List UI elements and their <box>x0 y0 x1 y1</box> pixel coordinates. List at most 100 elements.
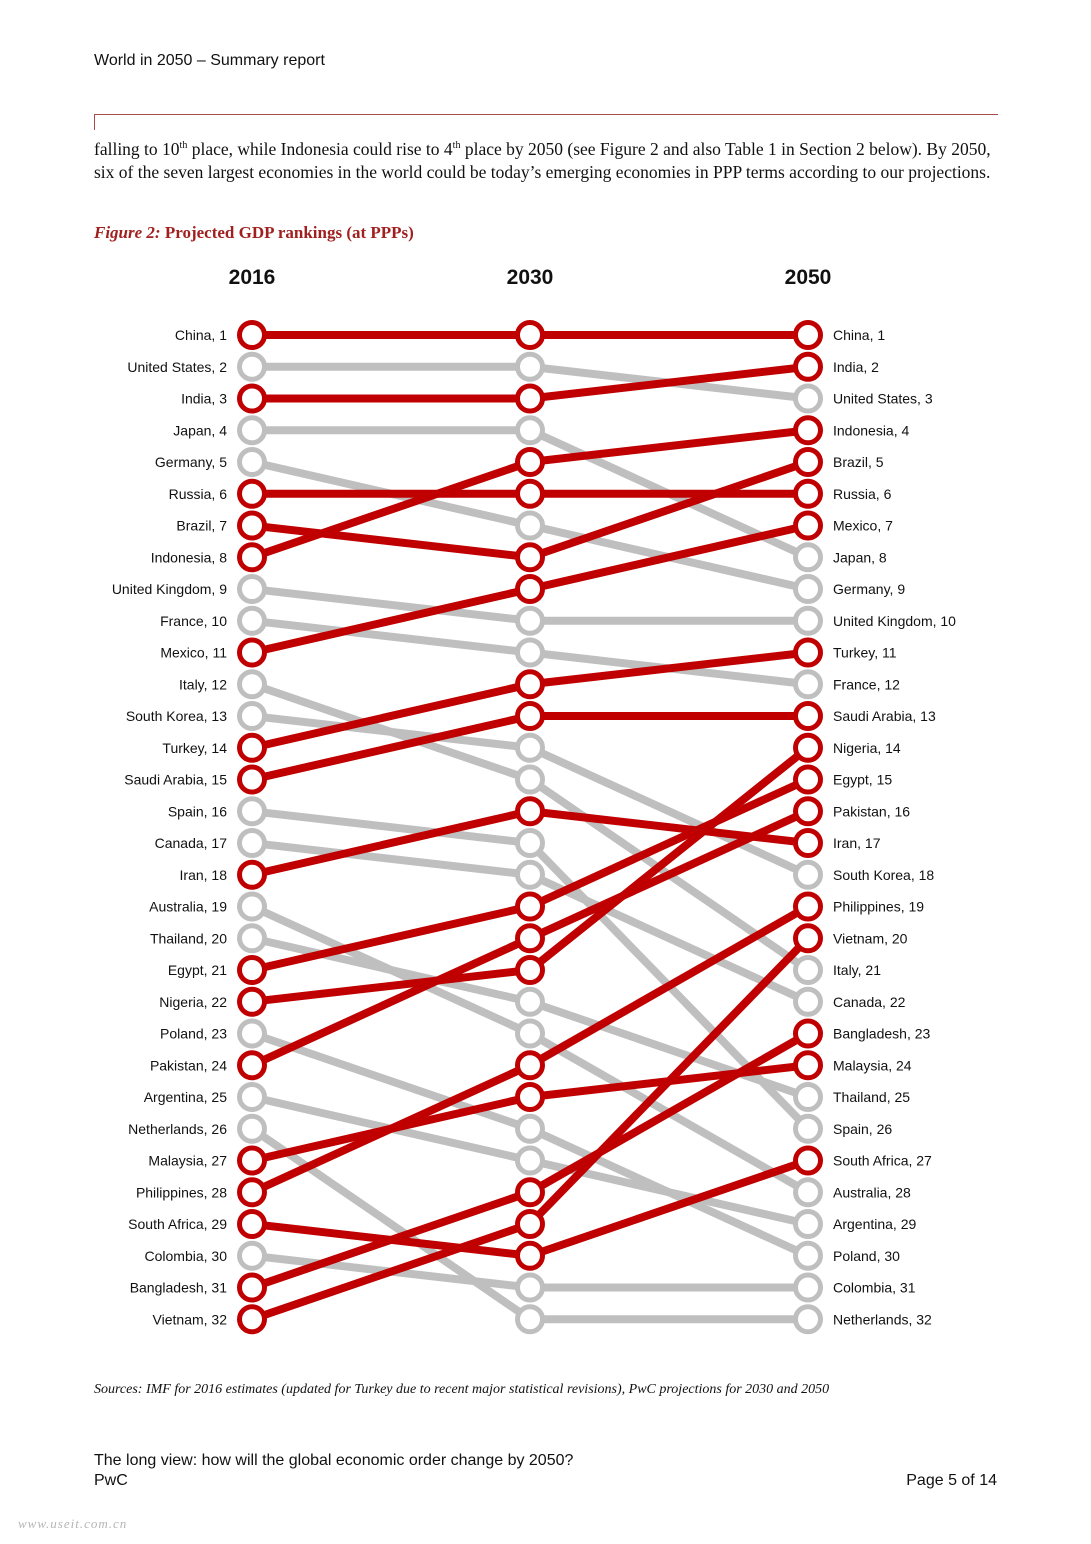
label-2016-japan: Japan, 4 <box>173 422 227 438</box>
label-2050-turkey: Turkey, 11 <box>833 645 897 661</box>
marker-canada-2016 <box>237 828 267 858</box>
label-2050-saudi-arabia: Saudi Arabia, 13 <box>833 708 936 724</box>
marker-saudi-arabia-2016 <box>237 764 267 795</box>
label-2016-philippines: Philippines, 28 <box>136 1184 227 1200</box>
marker-bangladesh-2050 <box>793 1018 823 1049</box>
marker-south-korea-2030 <box>515 732 545 763</box>
marker-italy-2030 <box>515 764 545 795</box>
body-sup-1: th <box>179 140 188 151</box>
year-header-2050: 2050 <box>785 266 832 289</box>
marker-philippines-2050 <box>793 891 823 922</box>
label-2050-iran: Iran, 17 <box>833 835 881 851</box>
label-2016-iran: Iran, 18 <box>180 867 228 883</box>
label-2050-france: France, 12 <box>833 676 900 692</box>
label-2050-malaysia: Malaysia, 24 <box>833 1057 912 1073</box>
body-text-3: place by 2050 (see Figure 2 and also Tab… <box>94 138 991 182</box>
marker-japan-2030 <box>515 415 545 446</box>
label-2016-bangladesh: Bangladesh, 31 <box>130 1280 228 1296</box>
year-header-2030: 2030 <box>507 266 554 289</box>
label-2050-united-kingdom: United Kingdom, 10 <box>833 613 956 629</box>
label-2016-united-states: United States, 2 <box>127 359 227 375</box>
marker-russia-2050 <box>793 478 823 509</box>
marker-south-africa-2050 <box>793 1145 823 1176</box>
marker-malaysia-2016 <box>237 1145 267 1176</box>
chart-source: Sources: IMF for 2016 estimates (updated… <box>94 1382 830 1397</box>
marker-thailand-2030 <box>515 986 545 1017</box>
marker-pakistan-2016 <box>237 1050 267 1081</box>
body-text-1: falling to 10 <box>94 138 180 159</box>
marker-egypt-2016 <box>237 955 267 985</box>
label-2050-brazil: Brazil, 5 <box>833 454 884 470</box>
label-2050-india: India, 2 <box>833 359 879 375</box>
label-2050-indonesia: Indonesia, 4 <box>833 422 909 438</box>
marker-canada-2050 <box>793 986 823 1017</box>
year-header-2016: 2016 <box>229 266 276 289</box>
label-2016-nigeria: Nigeria, 22 <box>159 994 227 1010</box>
footer-title: The long view: how will the global econo… <box>94 1452 574 1469</box>
marker-france-2030 <box>515 637 545 668</box>
marker-germany-2030 <box>515 510 545 541</box>
label-2050-germany: Germany, 9 <box>833 581 905 597</box>
label-2050-bangladesh: Bangladesh, 23 <box>833 1026 931 1042</box>
label-2016-canada: Canada, 17 <box>155 835 228 851</box>
marker-united-kingdom-2030 <box>515 605 545 636</box>
marker-netherlands-2016 <box>237 1113 267 1144</box>
body-sup-2: th <box>452 140 461 151</box>
marker-indonesia-2050 <box>793 415 823 446</box>
label-2016-south-korea: South Korea, 13 <box>126 708 227 724</box>
marker-south-korea-2050 <box>793 859 823 890</box>
marker-mexico-2050 <box>793 510 823 541</box>
marker-brazil-2030 <box>515 542 545 573</box>
marker-pakistan-2030 <box>515 923 545 954</box>
marker-germany-2050 <box>793 574 823 604</box>
label-2016-malaysia: Malaysia, 27 <box>148 1153 227 1169</box>
marker-pakistan-2050 <box>793 796 823 827</box>
marker-argentina-2050 <box>793 1209 823 1239</box>
marker-colombia-2030 <box>515 1272 545 1303</box>
marker-indonesia-2030 <box>515 447 545 477</box>
label-2050-pakistan: Pakistan, 16 <box>833 803 910 819</box>
label-2050-united-states: United States, 3 <box>833 391 933 407</box>
marker-italy-2016 <box>237 669 267 700</box>
label-2050-russia: Russia, 6 <box>833 486 892 502</box>
marker-russia-2016 <box>237 478 267 509</box>
label-2016-australia: Australia, 19 <box>149 899 227 915</box>
label-2016-vietnam: Vietnam, 32 <box>153 1311 228 1327</box>
marker-south-korea-2016 <box>237 701 267 731</box>
marker-thailand-2016 <box>237 923 267 954</box>
label-2016-turkey: Turkey, 14 <box>162 740 227 756</box>
label-2016-colombia: Colombia, 30 <box>145 1248 228 1264</box>
marker-nigeria-2016 <box>237 986 267 1017</box>
label-2050-mexico: Mexico, 7 <box>833 518 893 534</box>
marker-india-2030 <box>515 383 545 414</box>
label-2016-spain: Spain, 16 <box>168 803 227 819</box>
label-2016-mexico: Mexico, 11 <box>160 645 227 661</box>
gdp-ranking-chart: 2016 2030 2050 China, 1 China, 1 United State… <box>112 266 956 1335</box>
marker-france-2016 <box>237 605 267 636</box>
label-2016-pakistan: Pakistan, 24 <box>150 1057 227 1073</box>
label-2016-france: France, 10 <box>160 613 227 629</box>
label-2016-germany: Germany, 5 <box>155 454 227 470</box>
label-2016-saudi-arabia: Saudi Arabia, 15 <box>124 772 227 788</box>
marker-japan-2016 <box>237 415 267 446</box>
marker-poland-2050 <box>793 1240 823 1271</box>
label-2016-russia: Russia, 6 <box>169 486 228 502</box>
marker-china-2030 <box>515 320 545 350</box>
marker-netherlands-2050 <box>793 1304 823 1335</box>
marker-bangladesh-2030 <box>515 1177 545 1208</box>
label-2050-china: China, 1 <box>833 327 885 343</box>
marker-bangladesh-2016 <box>237 1272 267 1303</box>
marker-united-states-2016 <box>237 351 267 382</box>
marker-nigeria-2030 <box>515 955 545 985</box>
body-paragraph: falling to 10th place, while Indonesia c… <box>94 134 994 184</box>
label-2050-australia: Australia, 28 <box>833 1184 911 1200</box>
marker-spain-2016 <box>237 796 267 827</box>
label-2050-netherlands: Netherlands, 32 <box>833 1311 932 1327</box>
marker-philippines-2030 <box>515 1050 545 1081</box>
marker-australia-2016 <box>237 891 267 922</box>
marker-poland-2016 <box>237 1018 267 1049</box>
label-2050-nigeria: Nigeria, 14 <box>833 740 901 756</box>
marker-argentina-2030 <box>515 1145 545 1176</box>
marker-netherlands-2030 <box>515 1304 545 1335</box>
marker-south-africa-2030 <box>515 1240 545 1271</box>
